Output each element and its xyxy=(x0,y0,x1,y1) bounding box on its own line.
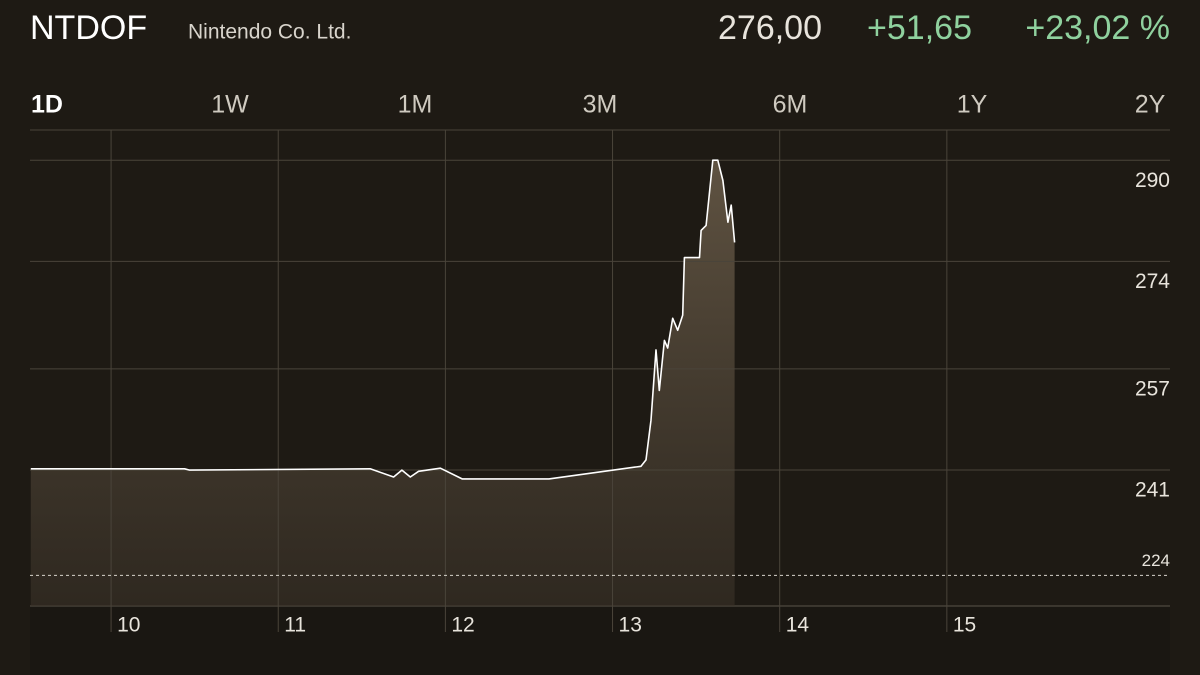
x-tick-label: 13 xyxy=(619,614,642,637)
x-tick-label: 12 xyxy=(451,614,474,637)
x-tick-label: 11 xyxy=(284,614,306,637)
change-percent: +23,02 % xyxy=(1025,9,1170,47)
axis-band xyxy=(30,606,1170,675)
x-tick-label: 10 xyxy=(117,614,140,637)
y-tick-label: 257 xyxy=(1135,377,1170,400)
range-tab[interactable]: 2Y xyxy=(1135,91,1166,119)
y-tick-label: 241 xyxy=(1135,479,1170,502)
y-tick-label: 290 xyxy=(1135,169,1170,192)
y-tick-label: 274 xyxy=(1135,270,1170,293)
change: +51,65 xyxy=(867,9,972,47)
range-tab[interactable]: 6M xyxy=(773,91,808,119)
range-tab[interactable]: 1M xyxy=(398,91,433,119)
previous-close-label: 224 xyxy=(1142,551,1170,570)
x-tick-label: 14 xyxy=(786,614,810,637)
x-tick-label: 15 xyxy=(953,614,976,637)
range-tab[interactable]: 1D xyxy=(31,91,63,119)
range-tabs: 1D 1W 1M 3M 6M 1Y 2Y xyxy=(31,91,1166,119)
price: 276,00 xyxy=(718,9,822,47)
plot: 290 274 257 241 10 11 12 13 14 15 224 xyxy=(30,129,1170,637)
area xyxy=(30,160,735,606)
range-tab[interactable]: 1W xyxy=(211,91,249,119)
range-tab[interactable]: 1Y xyxy=(957,91,988,119)
company-name: Nintendo Co. Ltd. xyxy=(188,21,351,44)
price-line xyxy=(30,159,736,480)
symbol: NTDOF xyxy=(30,9,147,47)
range-tab[interactable]: 3M xyxy=(583,91,618,119)
